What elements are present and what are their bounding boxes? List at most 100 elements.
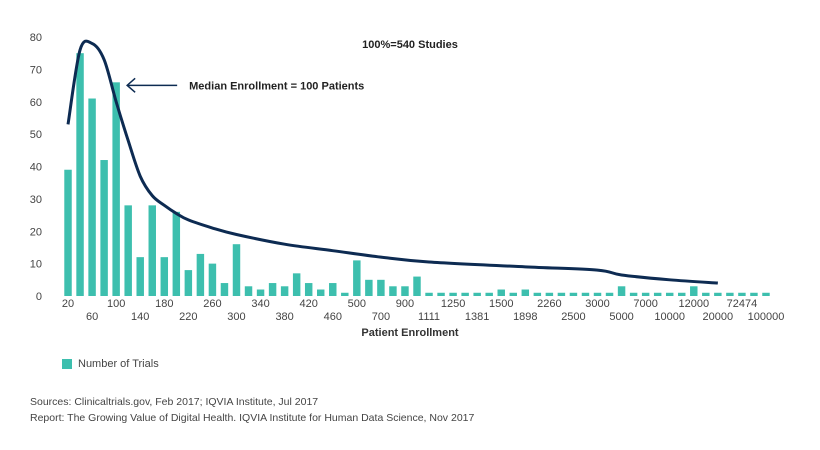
- x-tick-label: 340: [251, 298, 269, 310]
- y-tick-label: 50: [30, 129, 42, 141]
- bar: [304, 283, 313, 296]
- x-tick-label: 1250: [441, 298, 465, 310]
- x-tick-label: 2500: [561, 311, 585, 323]
- bar: [750, 292, 758, 296]
- bar: [726, 292, 734, 296]
- bar: [521, 289, 530, 296]
- y-tick-label: 30: [30, 194, 42, 206]
- x-tick-label: 1898: [513, 311, 537, 323]
- chart-title: 100%=540 Studies: [362, 39, 458, 51]
- x-tick-label: 10000: [654, 311, 685, 323]
- bar: [208, 263, 217, 296]
- bar: [617, 286, 626, 296]
- legend-label: Number of Trials: [78, 358, 159, 370]
- bar: [64, 169, 72, 296]
- x-tick-label: 2260: [537, 298, 561, 310]
- bar: [702, 292, 710, 296]
- x-axis: 20 100 180 260 340 420 500 900 1250 1500 2260 3000 7…: [62, 298, 784, 323]
- x-tick-label: 140: [131, 311, 149, 323]
- bar: [581, 292, 590, 296]
- bar: [665, 292, 674, 296]
- bar: [485, 292, 493, 296]
- y-tick-label: 80: [30, 32, 42, 44]
- bar: [329, 283, 337, 296]
- x-tick-label: 900: [396, 298, 414, 310]
- bar: [365, 279, 373, 296]
- bar: [569, 292, 578, 296]
- bar: [738, 292, 746, 296]
- x-axis-title: Patient Enrollment: [361, 327, 459, 339]
- x-tick-label: 12000: [678, 298, 709, 310]
- x-tick-label: 20000: [703, 311, 734, 323]
- x-tick-label: 420: [300, 298, 318, 310]
- enrollment-chart: 100%=540 Studies 0 10 20 30 40 50 60 70 80 20 100…: [30, 32, 785, 339]
- bar: [341, 292, 349, 296]
- y-tick-label: 20: [30, 226, 42, 238]
- y-tick-label: 10: [30, 259, 42, 271]
- bar: [268, 283, 277, 296]
- bar: [389, 286, 397, 296]
- bar: [690, 286, 698, 296]
- bar: [184, 270, 193, 296]
- bar: [353, 260, 361, 296]
- x-tick-label: 1111: [418, 311, 440, 323]
- bar: [256, 289, 265, 296]
- footer-sources: Sources: Clinicaltrials.gov, Feb 2017; I…: [30, 396, 319, 408]
- x-tick-label: 20: [62, 298, 74, 310]
- footer-report: Report: The Growing Value of Digital Hea…: [30, 412, 475, 424]
- bar: [124, 205, 132, 296]
- bar: [545, 292, 554, 296]
- x-tick-label: 60: [86, 311, 98, 323]
- bar: [292, 273, 301, 296]
- y-axis: 0 10 20 30 40 50 60 70 80: [30, 32, 42, 303]
- x-tick-label: 100: [107, 298, 125, 310]
- x-tick-label: 700: [372, 311, 390, 323]
- bars: [64, 53, 770, 296]
- bar: [136, 257, 144, 296]
- bar: [509, 292, 518, 296]
- bar: [629, 292, 638, 296]
- x-tick-label: 220: [179, 311, 197, 323]
- x-tick-label: 72474: [727, 298, 758, 310]
- x-tick-label: 500: [348, 298, 366, 310]
- y-tick-label: 40: [30, 162, 42, 174]
- bar: [280, 286, 289, 296]
- bar: [605, 292, 614, 296]
- x-tick-label: 180: [155, 298, 173, 310]
- bar: [678, 292, 686, 296]
- bar: [533, 292, 542, 296]
- x-tick-label: 380: [275, 311, 293, 323]
- distribution-curve: [66, 39, 718, 285]
- y-tick-label: 60: [30, 97, 42, 109]
- bar: [449, 292, 457, 296]
- y-tick-label: 0: [36, 291, 42, 303]
- bar: [76, 53, 84, 296]
- bar: [88, 98, 96, 296]
- bar: [112, 82, 120, 296]
- bar: [461, 292, 469, 296]
- bar: [557, 292, 566, 296]
- bar: [437, 292, 445, 296]
- bar: [220, 283, 229, 296]
- bar: [425, 292, 433, 296]
- bar: [714, 292, 722, 296]
- x-tick-label: 3000: [585, 298, 609, 310]
- y-tick-label: 70: [30, 64, 42, 76]
- bar: [148, 205, 156, 296]
- median-annotation: Median Enrollment = 100 Patients: [126, 77, 364, 93]
- bar: [172, 211, 181, 296]
- legend-swatch: [62, 359, 72, 369]
- x-tick-label: 1381: [465, 311, 489, 323]
- x-tick-label: 260: [203, 298, 221, 310]
- annotation-label: Median Enrollment = 100 Patients: [189, 80, 364, 92]
- bar: [401, 286, 409, 296]
- x-tick-label: 460: [324, 311, 342, 323]
- annotation-arrow-head: [126, 77, 136, 93]
- bar: [244, 286, 253, 296]
- bar: [316, 289, 325, 296]
- bar: [653, 292, 662, 296]
- bar: [377, 279, 385, 296]
- legend: Number of Trials: [62, 358, 159, 370]
- x-tick-label: 1500: [489, 298, 513, 310]
- bar: [641, 292, 650, 296]
